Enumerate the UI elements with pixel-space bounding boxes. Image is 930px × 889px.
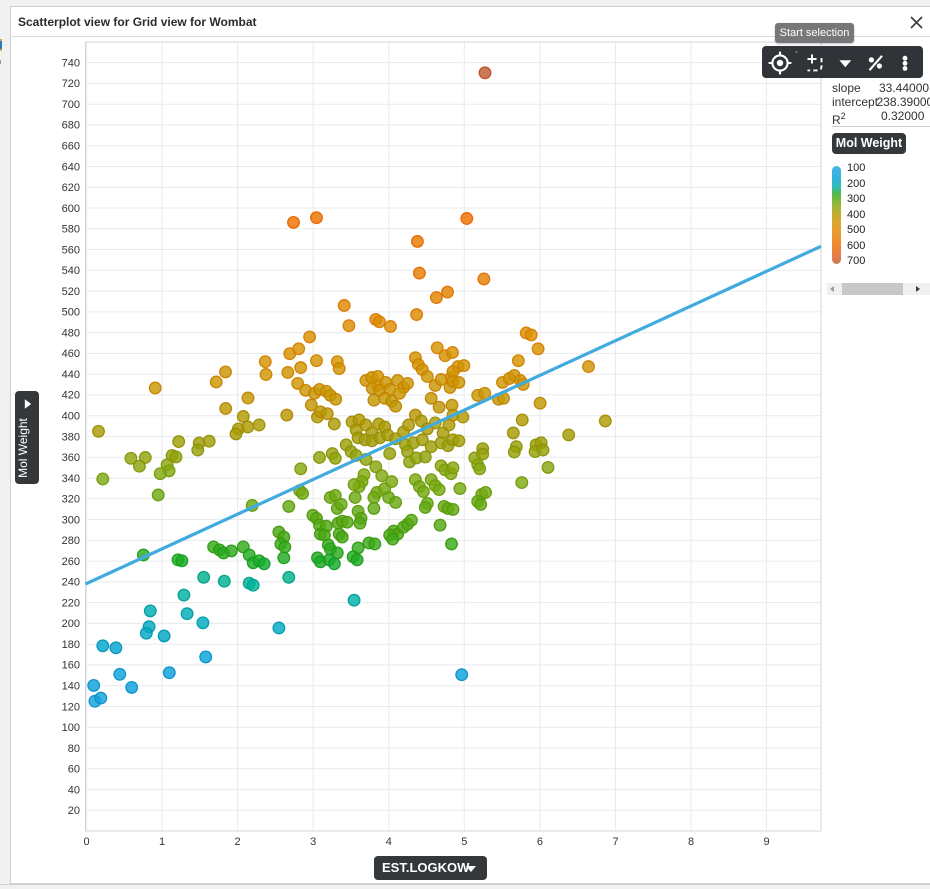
svg-text:7: 7 (612, 836, 618, 848)
svg-text:5: 5 (461, 836, 467, 848)
svg-text:100: 100 (62, 722, 80, 734)
svg-text:140: 140 (62, 681, 80, 693)
svg-text:Mol Weight: Mol Weight (16, 417, 30, 477)
svg-text:420: 420 (62, 390, 80, 402)
svg-text:560: 560 (62, 244, 80, 256)
svg-text:260: 260 (62, 556, 80, 568)
svg-text:660: 660 (62, 141, 80, 153)
svg-text:8: 8 (688, 836, 694, 848)
svg-text:240: 240 (62, 577, 80, 589)
svg-text:40: 40 (68, 784, 80, 796)
svg-text:0: 0 (83, 836, 89, 848)
svg-text:620: 620 (62, 182, 80, 194)
svg-text:540: 540 (62, 265, 80, 277)
svg-text:280: 280 (62, 535, 80, 547)
svg-text:3: 3 (310, 836, 316, 848)
svg-text:680: 680 (62, 120, 80, 132)
svg-text:160: 160 (62, 660, 80, 672)
svg-text:380: 380 (62, 431, 80, 443)
svg-text:640: 640 (62, 161, 80, 173)
svg-text:20: 20 (68, 805, 80, 817)
svg-text:120: 120 (62, 701, 80, 713)
svg-text:360: 360 (62, 452, 80, 464)
svg-text:700: 700 (62, 99, 80, 111)
svg-text:440: 440 (62, 369, 80, 381)
svg-text:460: 460 (62, 348, 80, 360)
svg-text:300: 300 (62, 514, 80, 526)
svg-text:200: 200 (62, 618, 80, 630)
svg-text:9: 9 (764, 836, 770, 848)
svg-text:720: 720 (62, 78, 80, 90)
svg-text:600: 600 (62, 203, 80, 215)
svg-text:4: 4 (386, 836, 392, 848)
svg-text:580: 580 (62, 224, 80, 236)
svg-text:80: 80 (68, 743, 80, 755)
svg-text:180: 180 (62, 639, 80, 651)
svg-text:340: 340 (62, 473, 80, 485)
svg-text:500: 500 (62, 307, 80, 319)
svg-text:1: 1 (159, 836, 165, 848)
svg-text:60: 60 (68, 764, 80, 776)
svg-text:6: 6 (537, 836, 543, 848)
svg-text:2: 2 (235, 836, 241, 848)
svg-text:220: 220 (62, 597, 80, 609)
svg-text:520: 520 (62, 286, 80, 298)
svg-text:400: 400 (62, 411, 80, 423)
svg-text:740: 740 (62, 57, 80, 69)
svg-text:320: 320 (62, 494, 80, 506)
svg-text:480: 480 (62, 327, 80, 339)
